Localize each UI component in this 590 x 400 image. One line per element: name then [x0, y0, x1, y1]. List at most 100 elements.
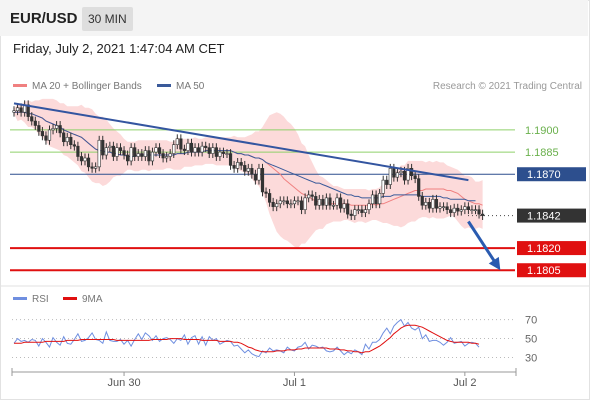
candle-body: [406, 168, 410, 181]
rsi-tick-label-1: 50: [525, 334, 537, 346]
candle-body: [101, 139, 105, 156]
candle-body: [314, 196, 318, 206]
candle: [79, 152, 84, 166]
candle: [285, 196, 289, 209]
level-label-4: 1.1820: [527, 243, 561, 255]
candle: [54, 121, 59, 133]
candle: [193, 143, 197, 157]
candle: [299, 196, 304, 215]
candle-body: [257, 168, 261, 181]
candle: [338, 193, 343, 213]
candle: [413, 171, 417, 184]
candle-body: [431, 199, 435, 209]
candle: [214, 143, 218, 161]
candle-body: [111, 145, 115, 157]
ma50-swatch: [157, 83, 171, 87]
candle-body: [438, 206, 442, 209]
candle-body: [427, 201, 431, 209]
rsi-line: [13, 318, 480, 358]
candle: [470, 205, 474, 215]
candle: [388, 163, 392, 189]
candle-body: [420, 196, 424, 206]
candle-body: [221, 151, 226, 154]
candle-body: [253, 173, 258, 181]
candle-body: [204, 145, 208, 148]
candle-body: [473, 209, 478, 211]
candle-body: [275, 203, 279, 208]
candle-body: [65, 137, 69, 143]
candle: [172, 140, 176, 158]
candle: [456, 203, 460, 216]
x-tick-label-0: Jun 30: [108, 377, 141, 389]
candle: [324, 193, 329, 210]
candle: [363, 205, 368, 218]
candle: [236, 157, 240, 173]
candle: [47, 125, 52, 145]
forecast-arrow-shaft: [467, 220, 498, 266]
candle: [246, 163, 250, 176]
candle: [431, 194, 435, 213]
candle-body: [62, 132, 66, 143]
candle-body: [193, 147, 197, 153]
candle: [189, 138, 194, 157]
candle-body: [356, 209, 360, 211]
candle: [90, 162, 94, 173]
level-tag-4: [517, 241, 586, 256]
level-label-1: 1.1885: [525, 147, 559, 159]
interval-badge[interactable]: 30 MIN: [82, 7, 133, 31]
candle-body: [37, 125, 41, 132]
candle-body: [307, 194, 311, 199]
candle: [452, 203, 456, 218]
level-label-5: 1.1805: [527, 265, 561, 277]
candle-body: [147, 150, 151, 162]
candle: [307, 190, 311, 203]
candle-body: [445, 206, 449, 210]
candle: [353, 205, 357, 221]
candle: [328, 193, 332, 210]
trend-line: [13, 102, 469, 182]
timestamp: Friday, July 2, 2021 1:47:04 AM CET: [13, 41, 225, 56]
candle: [367, 199, 371, 215]
candle-body: [168, 153, 172, 157]
x-tick-label-1: Jul 1: [283, 377, 306, 389]
candle: [267, 189, 272, 207]
candle: [69, 132, 73, 150]
candle-body: [133, 147, 137, 157]
candle: [232, 160, 236, 173]
instrument-title: EUR/USD: [10, 10, 78, 27]
candle-body: [324, 197, 329, 206]
candle: [331, 200, 336, 210]
candle-body: [19, 107, 23, 113]
candle: [395, 168, 400, 182]
candle: [292, 196, 297, 209]
candle: [310, 190, 314, 201]
candle-body: [480, 213, 485, 216]
candle: [182, 144, 187, 156]
candle-body: [211, 147, 215, 154]
candle-body: [363, 209, 368, 213]
candle: [441, 202, 446, 212]
candle-body: [140, 153, 144, 157]
candle-body: [161, 153, 165, 159]
level-label-3: 1.1842: [527, 211, 561, 223]
legend-9ma: 9MA: [63, 294, 103, 305]
candle: [289, 199, 293, 209]
candle-body: [434, 199, 439, 209]
candle: [94, 162, 98, 173]
candle: [406, 163, 410, 185]
candle: [15, 103, 20, 116]
candle: [438, 202, 442, 213]
candle: [179, 134, 183, 154]
candle: [143, 146, 147, 161]
candle: [459, 205, 463, 216]
candle: [253, 169, 258, 185]
candle-body: [175, 138, 179, 145]
candle-body: [104, 147, 108, 156]
candle-body: [378, 193, 382, 205]
candle: [463, 202, 467, 215]
candle-body: [12, 110, 16, 113]
candle: [282, 196, 286, 206]
candle-body: [30, 116, 34, 122]
candle: [33, 116, 37, 130]
candle: [420, 191, 424, 210]
